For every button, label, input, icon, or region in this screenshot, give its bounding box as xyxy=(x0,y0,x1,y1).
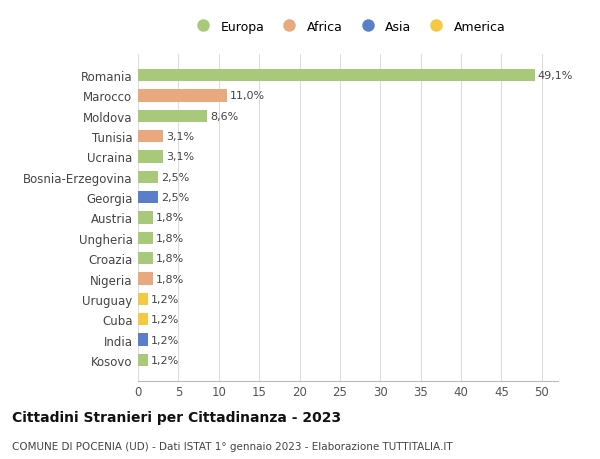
Bar xyxy=(138,171,158,184)
Bar xyxy=(138,111,208,123)
Bar xyxy=(138,334,148,346)
Text: 1,2%: 1,2% xyxy=(151,294,179,304)
Legend: Europa, Africa, Asia, America: Europa, Africa, Asia, America xyxy=(185,16,511,39)
Bar xyxy=(138,70,535,82)
Text: 49,1%: 49,1% xyxy=(538,71,573,81)
Text: 1,8%: 1,8% xyxy=(156,274,184,284)
Bar xyxy=(138,252,152,265)
Text: COMUNE DI POCENIA (UD) - Dati ISTAT 1° gennaio 2023 - Elaborazione TUTTITALIA.IT: COMUNE DI POCENIA (UD) - Dati ISTAT 1° g… xyxy=(12,441,452,451)
Text: 1,8%: 1,8% xyxy=(156,233,184,243)
Bar xyxy=(138,293,148,305)
Bar xyxy=(138,313,148,325)
Text: 1,2%: 1,2% xyxy=(151,355,179,365)
Bar xyxy=(138,212,152,224)
Text: 1,2%: 1,2% xyxy=(151,314,179,325)
Bar xyxy=(138,90,227,102)
Bar xyxy=(138,354,148,366)
Bar xyxy=(138,192,158,204)
Bar xyxy=(138,232,152,244)
Text: 1,2%: 1,2% xyxy=(151,335,179,345)
Text: 2,5%: 2,5% xyxy=(161,193,190,203)
Text: 2,5%: 2,5% xyxy=(161,173,190,182)
Text: Cittadini Stranieri per Cittadinanza - 2023: Cittadini Stranieri per Cittadinanza - 2… xyxy=(12,411,341,425)
Text: 3,1%: 3,1% xyxy=(166,152,194,162)
Bar xyxy=(138,151,163,163)
Text: 3,1%: 3,1% xyxy=(166,132,194,142)
Text: 11,0%: 11,0% xyxy=(230,91,265,101)
Bar xyxy=(138,273,152,285)
Text: 1,8%: 1,8% xyxy=(156,213,184,223)
Text: 8,6%: 8,6% xyxy=(211,112,239,122)
Text: 1,8%: 1,8% xyxy=(156,254,184,263)
Bar xyxy=(138,131,163,143)
